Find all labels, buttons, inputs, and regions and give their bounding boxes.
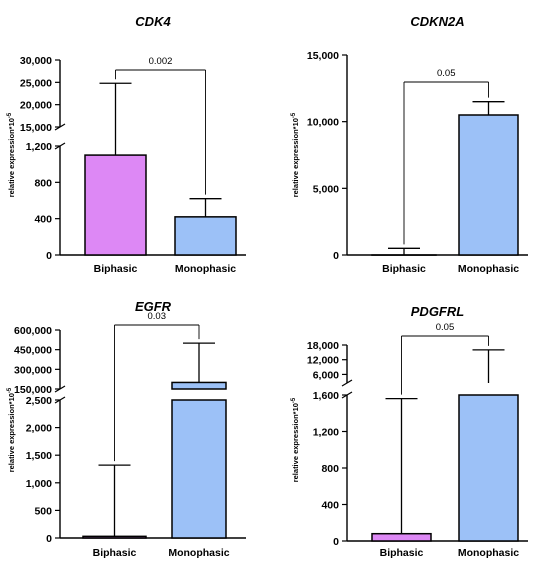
tick-label: 1,600 (313, 390, 339, 402)
category-label: Biphasic (382, 263, 426, 275)
p-value-label: 0.002 (149, 56, 173, 67)
tick-label: 18,000 (307, 340, 339, 352)
y-axis-label-exponent: -5 (7, 112, 13, 118)
y-axis-label: relative expression*10-5 (291, 112, 300, 197)
tick-label: 12,000 (307, 355, 339, 367)
chart-title: PDGFRL (411, 304, 465, 319)
y-axis-label: relative expression*10-5 (7, 387, 16, 472)
tick-label: 0 (46, 533, 52, 545)
tick-label: 15,000 (20, 122, 52, 134)
tick-label: 400 (321, 500, 339, 512)
category-label: Monophasic (458, 263, 519, 275)
significance-bracket: 0.03 (114, 311, 200, 462)
chart-title: EGFR (135, 299, 172, 314)
tick-label: 2,000 (26, 423, 52, 435)
y-axis-label-exponent: -5 (291, 397, 297, 403)
bar (371, 532, 432, 542)
significance-bracket: 0.05 (401, 322, 489, 395)
tick-label: 1,200 (313, 427, 339, 439)
y-axis: 0 400 800 1,200 1,600 6,000 12,000 18,000 (307, 340, 353, 548)
tick-label: 2,500 (26, 395, 52, 407)
tick-label: 20,000 (20, 100, 52, 112)
bar (82, 535, 147, 539)
tick-label: 15,000 (307, 50, 339, 62)
axis-break-mark (341, 379, 353, 387)
tick-label: 30,000 (20, 55, 52, 67)
bar (171, 399, 227, 539)
p-value-label: 0.05 (437, 68, 456, 79)
panel-cdk4: CDK4 relative expression*10-5 0 400 800 1,200… (7, 14, 246, 275)
tick-label: 400 (34, 214, 52, 226)
category-label: Monophasic (458, 547, 519, 559)
tick-label: 150,000 (14, 384, 52, 396)
tick-label: 600,000 (14, 325, 52, 337)
category-label: Biphasic (94, 263, 138, 275)
tick-label: 5,000 (313, 183, 339, 195)
bar (174, 216, 237, 256)
tick-label: 450,000 (14, 345, 52, 357)
tick-label: 500 (34, 505, 52, 517)
y-axis: 0 400 800 1,200 15,000 20,000 25,000 30,000 (20, 55, 66, 262)
panel-egfr: EGFR relative expression*10-5 0 500 1,000 1,5… (7, 299, 246, 559)
significance-bracket: 0.05 (403, 68, 489, 245)
chart-title: CDKN2A (410, 14, 464, 29)
tick-label: 800 (34, 177, 52, 189)
tick-label: 10,000 (307, 117, 339, 129)
tick-label: 25,000 (20, 77, 52, 89)
tick-label: 800 (321, 463, 339, 475)
chart-title: CDK4 (135, 14, 171, 29)
category-label: Monophasic (168, 547, 229, 559)
category-label: Biphasic (380, 547, 424, 559)
tick-label: 1,500 (26, 450, 52, 462)
bar (458, 114, 519, 256)
bar (458, 394, 519, 542)
bar (171, 381, 227, 390)
panel-cdkn2a: CDKN2A relative expression*10-5 0 5,000 10,0… (291, 14, 528, 275)
p-value-label: 0.05 (436, 322, 455, 333)
y-axis: 0 5,000 10,000 15,000 (307, 50, 348, 262)
significance-bracket: 0.002 (115, 56, 206, 195)
tick-label: 0 (333, 536, 339, 548)
bar (84, 154, 147, 256)
y-axis-label-exponent: -5 (7, 387, 13, 393)
tick-label: 1,200 (26, 141, 52, 153)
tick-label: 1,000 (26, 478, 52, 490)
tick-label: 300,000 (14, 364, 52, 376)
panel-pdgfrl: PDGFRL relative expression*10-5 0 400 800 1,2… (291, 304, 528, 559)
p-value-label: 0.03 (148, 311, 167, 322)
y-axis-label: relative expression*10-5 (291, 397, 300, 482)
category-label: Biphasic (93, 547, 137, 559)
y-axis-label: relative expression*10-5 (7, 112, 16, 197)
tick-label: 0 (46, 250, 52, 262)
y-axis-label-exponent: -5 (291, 112, 297, 118)
tick-label: 0 (333, 250, 339, 262)
category-label: Monophasic (175, 263, 236, 275)
tick-label: 6,000 (313, 369, 339, 381)
